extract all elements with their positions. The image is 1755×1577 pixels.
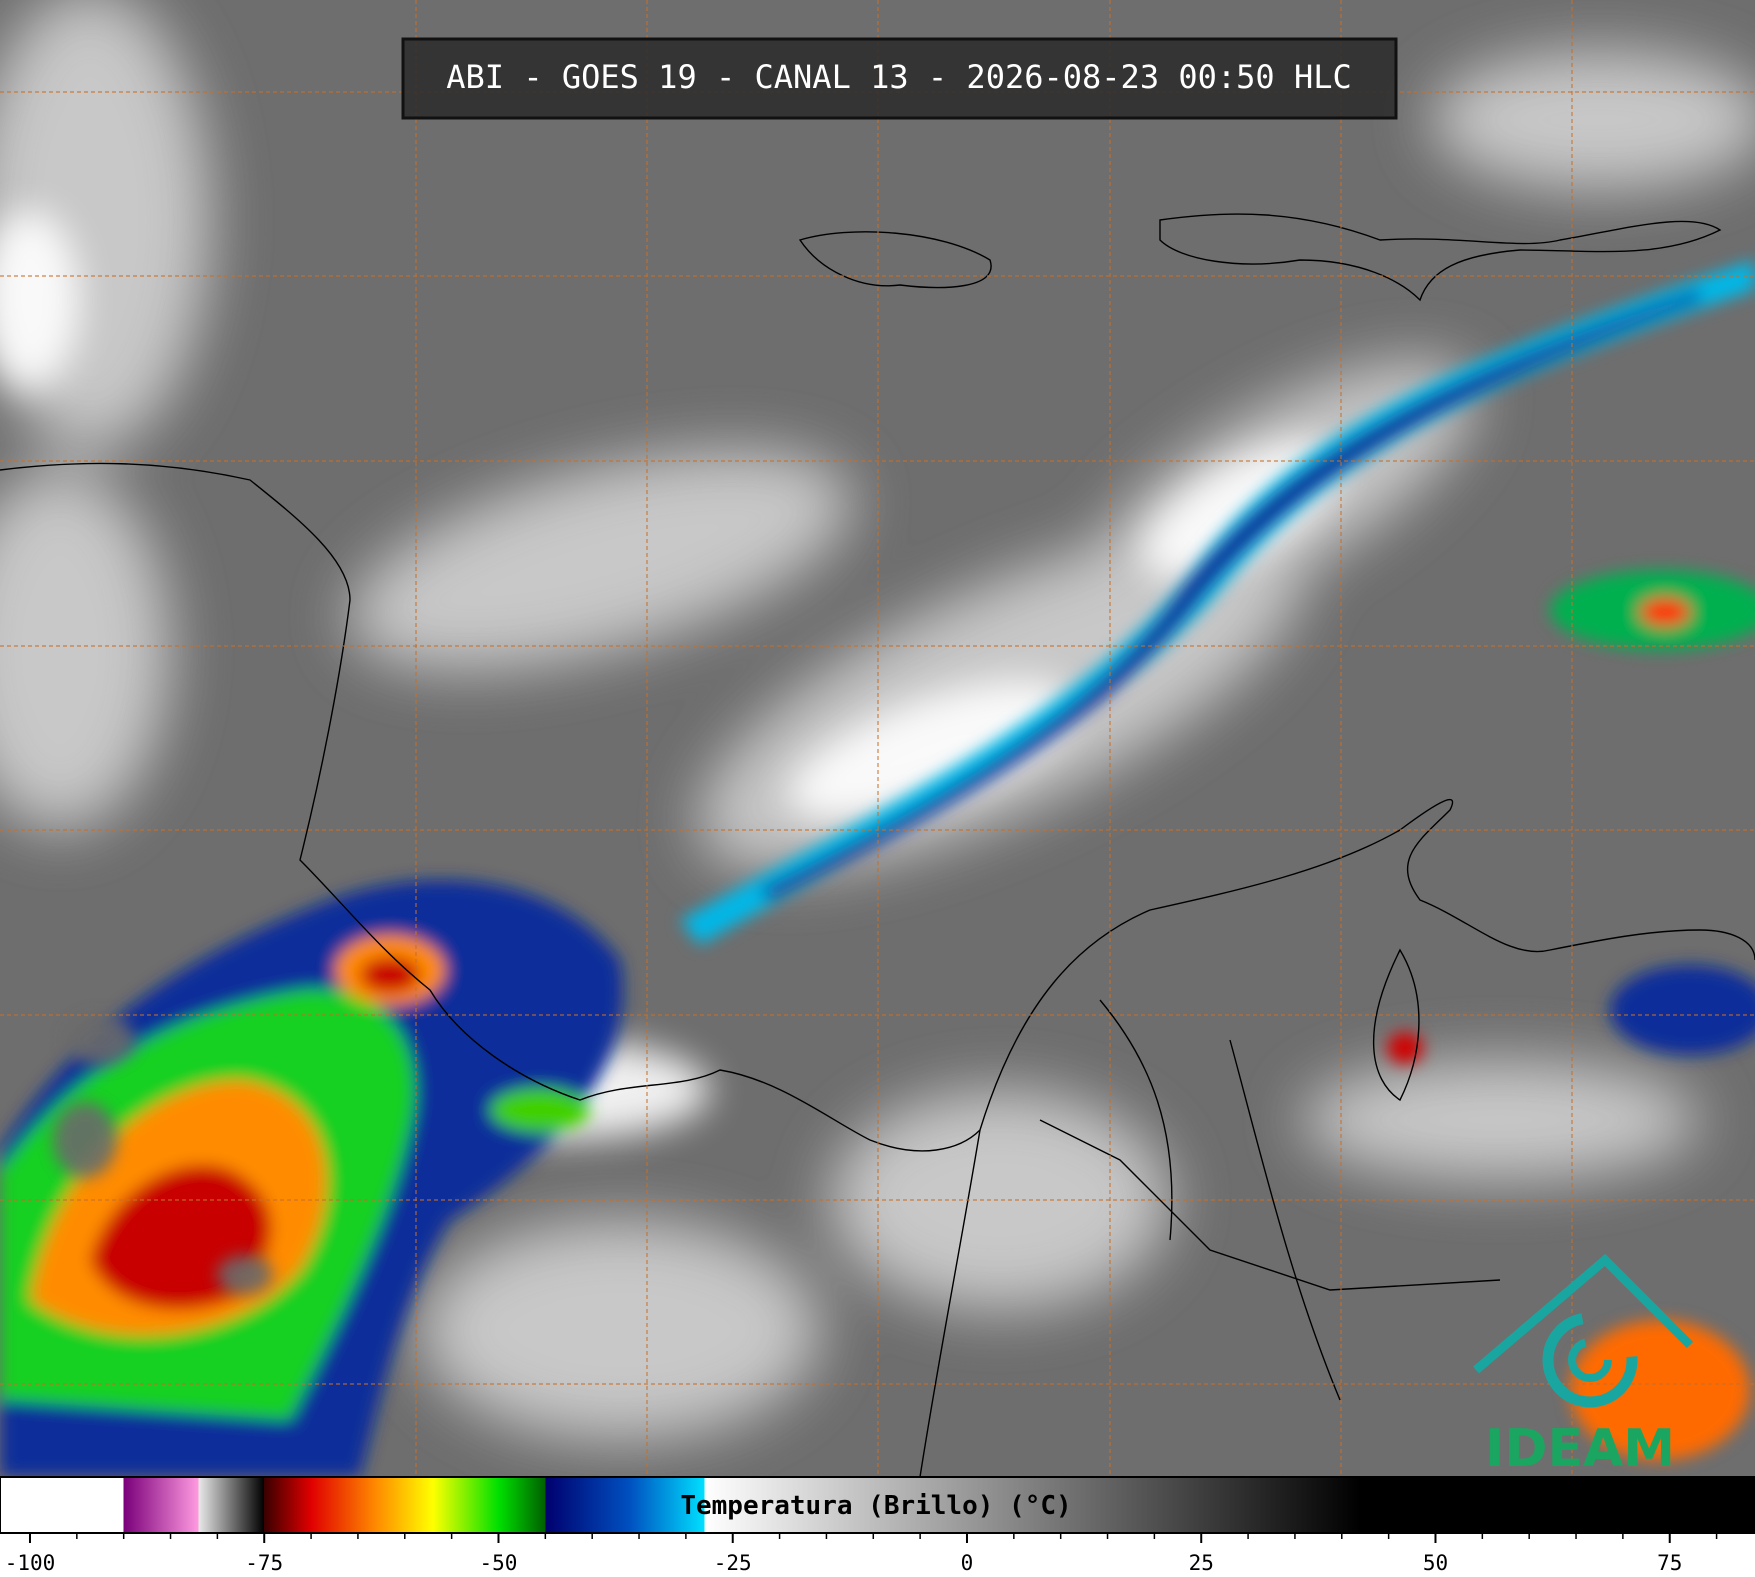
tick-label: 75 [1657,1551,1682,1575]
logo: IDEAM [1473,1253,1694,1479]
tick-label: 25 [1189,1551,1214,1575]
colorbar: Temperatura (Brillo) (°C) -100 -75 -50 -25 0 2… [0,1476,1755,1575]
logo-text: IDEAM [1485,1419,1675,1479]
coastlines [0,213,1755,1478]
tick-label: 50 [1423,1551,1448,1575]
tick-label: -75 [245,1551,283,1575]
title-box: ABI - GOES 19 - CANAL 13 - 2026-08-23 00… [401,37,1398,120]
colorbar-fill [0,1476,1755,1534]
colorbar-label: Temperatura (Brillo) (°C) [680,1491,1071,1521]
tick-label: -100 [5,1551,56,1575]
title: ABI - GOES 19 - CANAL 13 - 2026-08-23 00… [446,58,1351,96]
tick-label: -25 [714,1551,752,1575]
tick-label: 0 [961,1551,974,1575]
tick-label: -50 [480,1551,518,1575]
